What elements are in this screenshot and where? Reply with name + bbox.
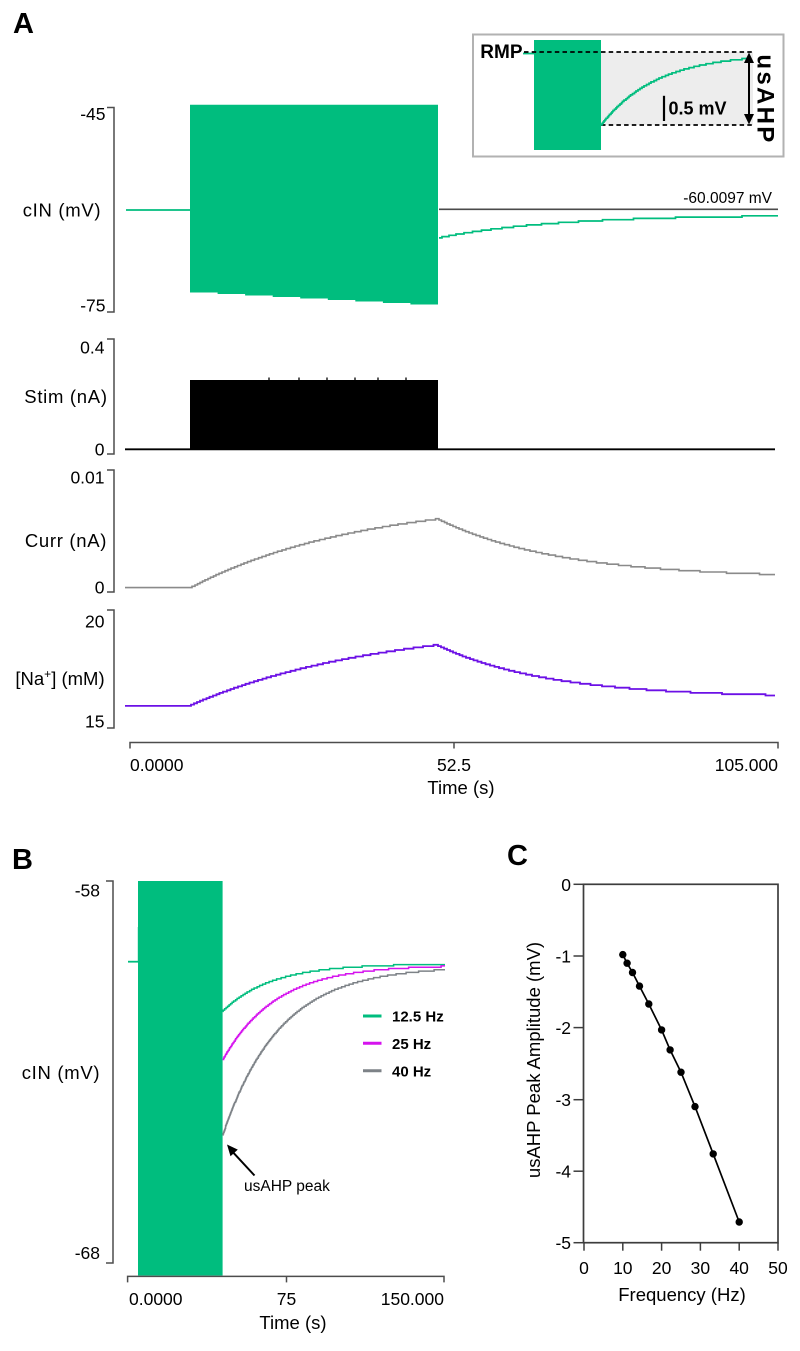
svg-text:0: 0 (95, 578, 105, 598)
svg-text:-68: -68 (75, 1243, 100, 1263)
svg-text:52.5: 52.5 (437, 755, 471, 775)
svg-text:-2: -2 (555, 1018, 571, 1038)
svg-text:-60.0097 mV: -60.0097 mV (683, 190, 772, 207)
svg-text:Curr (nA): Curr (nA) (25, 530, 107, 551)
svg-text:-1: -1 (555, 947, 571, 967)
svg-text:40: 40 (729, 1258, 749, 1278)
svg-text:[Na+] (mM): [Na+] (mM) (15, 667, 104, 689)
svg-text:10: 10 (613, 1258, 633, 1278)
svg-text:30: 30 (691, 1258, 711, 1278)
svg-text:-5: -5 (555, 1233, 571, 1253)
svg-text:B: B (12, 844, 33, 876)
svg-text:20: 20 (652, 1258, 672, 1278)
svg-text:15: 15 (85, 712, 104, 732)
svg-text:Stim (nA): Stim (nA) (24, 386, 107, 407)
svg-text:0: 0 (561, 875, 571, 895)
svg-text:usAHP Peak Amplitude (mV): usAHP Peak Amplitude (mV) (523, 942, 544, 1178)
svg-text:cIN (mV): cIN (mV) (23, 200, 102, 221)
svg-text:usAHP: usAHP (752, 54, 779, 144)
svg-text:20: 20 (85, 612, 105, 632)
svg-text:-4: -4 (555, 1162, 571, 1182)
svg-text:0.4: 0.4 (80, 338, 105, 358)
svg-text:0.0000: 0.0000 (130, 755, 184, 775)
svg-text:0: 0 (95, 440, 105, 460)
svg-text:0.5 mV: 0.5 mV (669, 99, 727, 119)
svg-text:150.000: 150.000 (381, 1289, 445, 1309)
svg-text:-75: -75 (80, 296, 105, 316)
svg-text:Frequency (Hz): Frequency (Hz) (618, 1284, 745, 1305)
svg-text:75: 75 (277, 1289, 296, 1309)
svg-text:25 Hz: 25 Hz (392, 1036, 431, 1053)
svg-text:40 Hz: 40 Hz (392, 1063, 431, 1080)
svg-text:105.000: 105.000 (715, 755, 779, 775)
svg-text:-45: -45 (80, 104, 105, 124)
svg-text:C: C (507, 840, 528, 872)
svg-text:12.5 Hz: 12.5 Hz (392, 1009, 444, 1026)
svg-text:usAHP peak: usAHP peak (244, 1178, 330, 1195)
svg-text:Time (s): Time (s) (427, 777, 494, 798)
svg-text:Time (s): Time (s) (259, 1312, 326, 1333)
svg-text:cIN (mV): cIN (mV) (22, 1062, 101, 1083)
svg-text:A: A (13, 8, 34, 40)
svg-text:-3: -3 (555, 1090, 571, 1110)
svg-text:RMP: RMP (480, 42, 523, 63)
svg-text:0: 0 (579, 1258, 589, 1278)
svg-text:50: 50 (768, 1258, 788, 1278)
svg-text:0.01: 0.01 (70, 468, 104, 488)
svg-text:-58: -58 (75, 881, 100, 901)
svg-text:0.0000: 0.0000 (129, 1289, 183, 1309)
